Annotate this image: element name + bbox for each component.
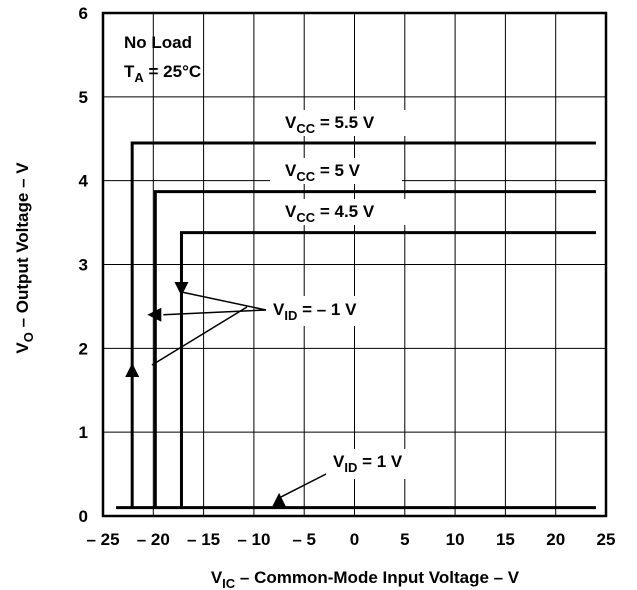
- annotation-vid-plus-1: VID = 1 V: [333, 452, 403, 475]
- x-tick-label: – 10: [237, 530, 270, 549]
- annotation-vid-minus-1: VID = – 1 V: [273, 300, 357, 323]
- y-tick-label: 0: [79, 507, 88, 526]
- series-line-2: [179, 231, 596, 508]
- condition-no-load: No Load: [124, 33, 192, 52]
- x-axis-title: VIC – Common-Mode Input Voltage – V: [211, 568, 520, 590]
- grid-lines: [102, 12, 607, 517]
- leader-vid-pos: [280, 471, 331, 498]
- condition-temperature: TA = 25°C: [124, 62, 201, 85]
- y-tick-label: 1: [79, 423, 88, 442]
- x-tick-label: 0: [350, 530, 359, 549]
- leader-vid-neg-c: [151, 306, 248, 366]
- x-tick-label: 20: [546, 530, 565, 549]
- y-tick-label: 2: [79, 339, 88, 358]
- x-tick-label: – 25: [86, 530, 119, 549]
- y-tick-label: 3: [79, 256, 88, 275]
- leader-vid-neg-b: [181, 291, 267, 311]
- series-label-vcc-5: VCC = 5 V: [285, 161, 361, 184]
- series-line-0: [130, 141, 596, 508]
- series-line-1: [153, 190, 596, 508]
- annotation-markers: [125, 281, 331, 507]
- series-lines: [116, 141, 596, 510]
- y-tick-label: 6: [79, 4, 88, 23]
- y-axis-title: VO – Output Voltage – V: [13, 162, 36, 354]
- x-tick-label: – 20: [137, 530, 170, 549]
- marker-vid-neg-vcc45: [174, 281, 189, 296]
- x-tick-label: – 5: [292, 530, 316, 549]
- x-tick-label: 10: [446, 530, 465, 549]
- y-tick-label: 5: [79, 88, 88, 107]
- plot-frame: [101, 11, 608, 518]
- tick-labels: – 25 – 20 – 15 – 10 – 5 0 5 10 15 20 25 0 1 2 3 4 5 6: [79, 4, 616, 549]
- x-tick-label: – 15: [187, 530, 220, 549]
- marker-vid-neg-vcc5: [147, 307, 162, 322]
- x-tick-label: 15: [496, 530, 515, 549]
- series-label-vcc-5.5: VCC = 5.5 V: [285, 113, 375, 136]
- series-label-vcc-4.5: VCC = 4.5 V: [285, 202, 375, 225]
- marker-vid-pos: [272, 492, 287, 507]
- x-tick-label: 25: [597, 530, 616, 549]
- marker-vid-neg-vcc55: [125, 362, 140, 377]
- y-tick-label: 4: [79, 172, 89, 191]
- x-tick-label: 5: [400, 530, 409, 549]
- leader-vid-neg-a: [163, 309, 267, 316]
